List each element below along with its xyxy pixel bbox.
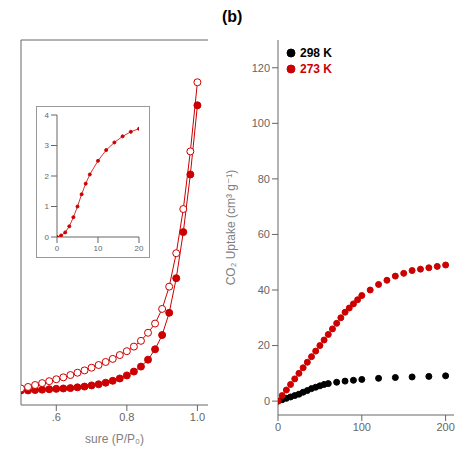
html-text:273 K: 273 K	[300, 62, 332, 76]
svg-text:4: 4	[45, 111, 50, 120]
svg-text:CO₂ Uptake (cm³ g⁻¹): CO₂ Uptake (cm³ g⁻¹)	[224, 170, 238, 286]
svg-text:120: 120	[252, 62, 270, 74]
svg-text:60: 60	[258, 228, 270, 240]
svg-text:40: 40	[258, 284, 270, 296]
svg-text:100: 100	[252, 117, 270, 129]
svg-text:0: 0	[45, 233, 50, 242]
svg-text:100: 100	[353, 421, 371, 433]
svg-text:sure (P/P₀): sure (P/P₀)	[85, 432, 144, 446]
svg-text:1.0: 1.0	[190, 411, 205, 423]
html-text:298 K: 298 K	[300, 46, 332, 60]
svg-text:2: 2	[45, 172, 50, 181]
svg-text:1: 1	[45, 202, 50, 211]
svg-text:80: 80	[258, 173, 270, 185]
svg-text:10: 10	[94, 244, 103, 253]
svg-text:20: 20	[258, 339, 270, 351]
svg-text:0: 0	[55, 244, 60, 253]
svg-text:0: 0	[264, 395, 270, 407]
svg-text:20: 20	[135, 244, 144, 253]
svg-text:0: 0	[275, 421, 281, 433]
svg-text:0.8: 0.8	[119, 411, 134, 423]
svg-text:200: 200	[436, 421, 454, 433]
svg-text:.6: .6	[52, 411, 61, 423]
svg-text:3: 3	[45, 141, 50, 150]
html-text:(b): (b)	[222, 8, 243, 25]
